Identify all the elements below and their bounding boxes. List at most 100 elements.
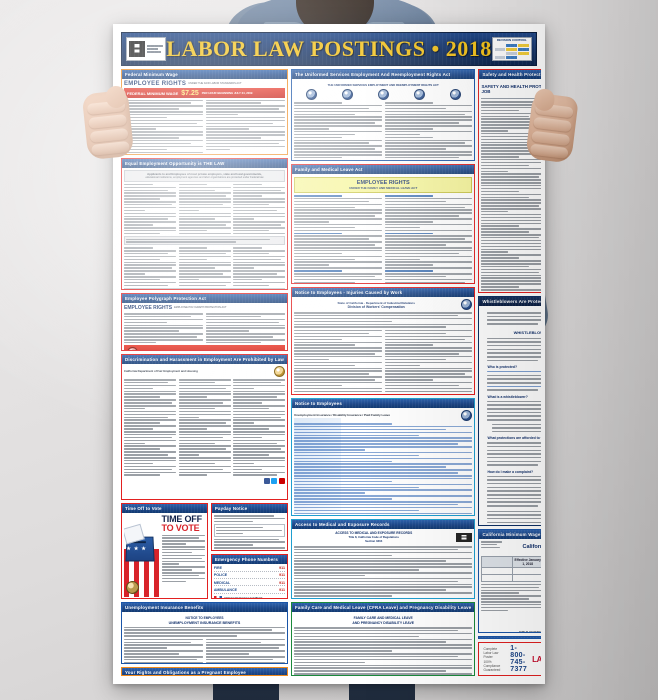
qr-code-icon (129, 41, 145, 57)
panel-body: ACCESS TO MEDICAL AND EXPOSURE RECORDS T… (292, 529, 474, 598)
footer-tagline: Complete Labor Law Poster 100% Complianc… (483, 647, 500, 672)
panel-employee-polygraph-protection-act[interactable]: Employee Polygraph Protection Act EMPLOY… (121, 293, 288, 351)
dol-footer-bar: WAGE AND HOUR DIVISION UNITED STATES DEP… (124, 345, 285, 350)
panel-uniformed-services-employment[interactable]: The Uniformed Services Employment And Re… (290, 69, 476, 161)
panel-title: Paid Sick Leave (479, 637, 541, 638)
panel-body: EMPLOYEE RIGHTS UNDER THE FAIR LABOR STA… (122, 79, 287, 154)
poster-column-left: Federal Minimum Wage EMPLOYEE RIGHTS UND… (121, 69, 288, 676)
dol-seal-icon (127, 346, 138, 350)
emergency-label: MEDICAL (213, 580, 231, 585)
ballot-box-flag-icon: ★ ★ ★ (123, 514, 160, 597)
panel-body (212, 513, 287, 550)
footer-phone[interactable]: 1-800-745-7377 (510, 645, 528, 673)
marines-seal-icon (413, 89, 425, 100)
labor-law-poster[interactable]: LABOR LAW POSTINGS • 2018 REVISION CONTR… (113, 24, 545, 684)
emergency-value: 911 (279, 566, 285, 570)
panel-body: WHISTLEBLOWERS ARE PROTECTED Who is prot… (479, 306, 544, 525)
panel-title: Unemployment Insurance Benefits (122, 603, 287, 612)
poster-header: LABOR LAW POSTINGS • 2018 REVISION CONTR… (121, 32, 537, 66)
panel-title: Federal Minimum Wage (122, 70, 287, 79)
panel-whistleblowers-are-protected[interactable]: Whistleblowers Are Protected WHISTLEBLOW… (478, 296, 544, 526)
panel-title: Employee Polygraph Protection Act (122, 294, 287, 303)
poster-footer-band: Complete Labor Law Poster 100% Complianc… (478, 642, 543, 676)
footer-tagline-line1: Complete Labor Law Poster (483, 646, 499, 659)
userra-sub: THE UNIFORMED SERVICES EMPLOYMENT AND RE… (327, 82, 439, 87)
panel-pregnant-employee-rights[interactable]: Your Rights and Obligations as a Pregnan… (121, 667, 288, 676)
table-row: AMBULANCE 911 (213, 587, 285, 594)
panel-california-minimum-wage[interactable]: California Minimum Wage OFFICIAL NOTICE … (478, 529, 545, 633)
panel-notice-to-employees[interactable]: Notice to Employees Unemployment Insuran… (290, 398, 476, 516)
flag-icon (213, 595, 222, 598)
col-header: Effective January 1, 2019 (543, 556, 545, 567)
employee-rights-banner: EMPLOYEE RIGHTS (124, 81, 187, 87)
panel-unemployment-insurance-benefits[interactable]: Unemployment Insurance Benefits NOTICE T… (121, 602, 288, 664)
footer-tagline-line2: 100% Compliance Guaranteed (483, 659, 501, 672)
minimum-wage-note: PER HOUR BEGINNING JULY 24, 2009 (201, 91, 253, 95)
panel-title: Safety and Health Protection on the Job (479, 70, 541, 79)
panel-title: Equal Employment Opportunity is THE LAW (122, 159, 287, 168)
panel-title: Family Care and Medical Leave (CFRA Leav… (291, 603, 475, 612)
minimum-wage-table: Effective January 1, 2018 Effective Janu… (481, 555, 545, 582)
youtube-icon[interactable] (278, 477, 285, 484)
amer-sub3: Section 3204 (365, 539, 383, 543)
revision-control-caption: REVISION CONTROL (496, 38, 527, 42)
panel-title: Family and Medical Leave Act (291, 165, 475, 174)
page-title: LABOR LAW POSTINGS • 2018 (166, 36, 492, 61)
panel-equal-employment-opportunity[interactable]: Equal Employment Opportunity is THE LAW … (121, 158, 288, 290)
cfra-sub: FAMILY CARE AND MEDICAL LEAVE (353, 615, 413, 620)
panel-notice-to-employees-injuries[interactable]: Notice to Employees - Injuries Caused by… (290, 287, 476, 395)
eeo-sub2: educational institutions, employment age… (145, 175, 264, 179)
table-row: POLICE 911 (213, 573, 285, 580)
panel-family-and-medical-leave-act[interactable]: Family and Medical Leave Act EMPLOYEE RI… (290, 164, 476, 284)
panel-paid-sick-leave[interactable]: Paid Sick Leave Healthy Workplaces / Hea… (478, 636, 541, 639)
hand-left (81, 85, 135, 161)
emergency-numbers-table: FIRE 911 POLICE 911 MEDICAL (213, 566, 285, 594)
emergency-value: 911 (279, 580, 285, 585)
panel-title: The Uniformed Services Employment And Re… (291, 70, 475, 79)
whistleblower-section-2: What is a whistleblower? (487, 394, 528, 399)
panel-access-to-medical-exposure-records[interactable]: Access to Medical and Exposure Records A… (290, 519, 476, 599)
col-header (481, 555, 513, 568)
army-seal-icon (305, 89, 317, 100)
vote-headline-2: TO VOTE (161, 522, 200, 533)
twitter-icon[interactable] (271, 477, 278, 484)
panel-body: FAMILY CARE AND MEDICAL LEAVE AND PREGNA… (292, 612, 474, 675)
panel-payday-notice[interactable]: Payday Notice (210, 503, 288, 551)
navy-seal-icon (341, 89, 353, 100)
panel-body: Unemployment Insurance / Disability Insu… (292, 408, 474, 515)
dfeh-seal-icon (273, 366, 285, 377)
panel-family-care-medical-leave-pregnancy[interactable]: Family Care and Medical Leave (CFRA Leav… (290, 602, 476, 676)
panel-body: ★ ★ ★ TIME OFF TO VOTE (122, 513, 207, 598)
emergency-label: AMBULANCE (213, 587, 237, 592)
edd-seal-icon (461, 410, 473, 421)
brand-logo[interactable]: LABORLAWCENTER.com (532, 654, 543, 664)
california-state-seal-icon (461, 299, 473, 310)
panel-title: Time Off to Vote (122, 504, 207, 513)
emergency-value: 911 (279, 587, 285, 592)
panel-title: Notice to Employees - Injuries Caused by… (291, 288, 475, 297)
brand-part1: LABOR (532, 654, 543, 664)
revision-control-table (494, 44, 529, 60)
panel-title: Discrimination and Harassment in Employm… (122, 355, 287, 364)
whistleblower-section-3: What protections are afforded to whistle… (487, 436, 544, 441)
table-row: FIRE 911 (213, 566, 285, 572)
poster-column-middle: The Uniformed Services Employment And Re… (290, 69, 476, 676)
air-force-seal-icon (377, 89, 389, 100)
panel-title: Whistleblowers Are Protected (479, 297, 541, 306)
facebook-icon[interactable] (263, 477, 270, 484)
panel-title: Emergency Phone Numbers (211, 555, 287, 564)
product-number-lines (147, 45, 164, 53)
panel-title: Notice to Employees (291, 399, 475, 408)
panel-federal-minimum-wage[interactable]: Federal Minimum Wage EMPLOYEE RIGHTS UND… (121, 69, 288, 155)
panel-time-off-to-vote[interactable]: Time Off to Vote ★ ★ ★ (121, 503, 208, 599)
panel-body: Applicants to and Employees of most priv… (122, 168, 287, 289)
fmla-banner: EMPLOYEE RIGHTS UNDER THE FAMILY AND MED… (293, 177, 473, 193)
whistleblower-sub: WHISTLEBLOWERS ARE PROTECTED (513, 329, 544, 335)
poster-body: Federal Minimum Wage EMPLOYEE RIGHTS UND… (121, 66, 541, 676)
panel-emergency-phone-numbers[interactable]: Emergency Phone Numbers FIRE 911 POLICE (210, 554, 288, 599)
whistleblower-section-1: Who is protected? (487, 365, 518, 370)
panel-discrimination-harassment-prohibited[interactable]: Discrimination and Harassment in Employm… (121, 354, 288, 500)
emergency-value: 911 (279, 573, 285, 578)
panel-title: Your Rights and Obligations as a Pregnan… (122, 668, 287, 675)
